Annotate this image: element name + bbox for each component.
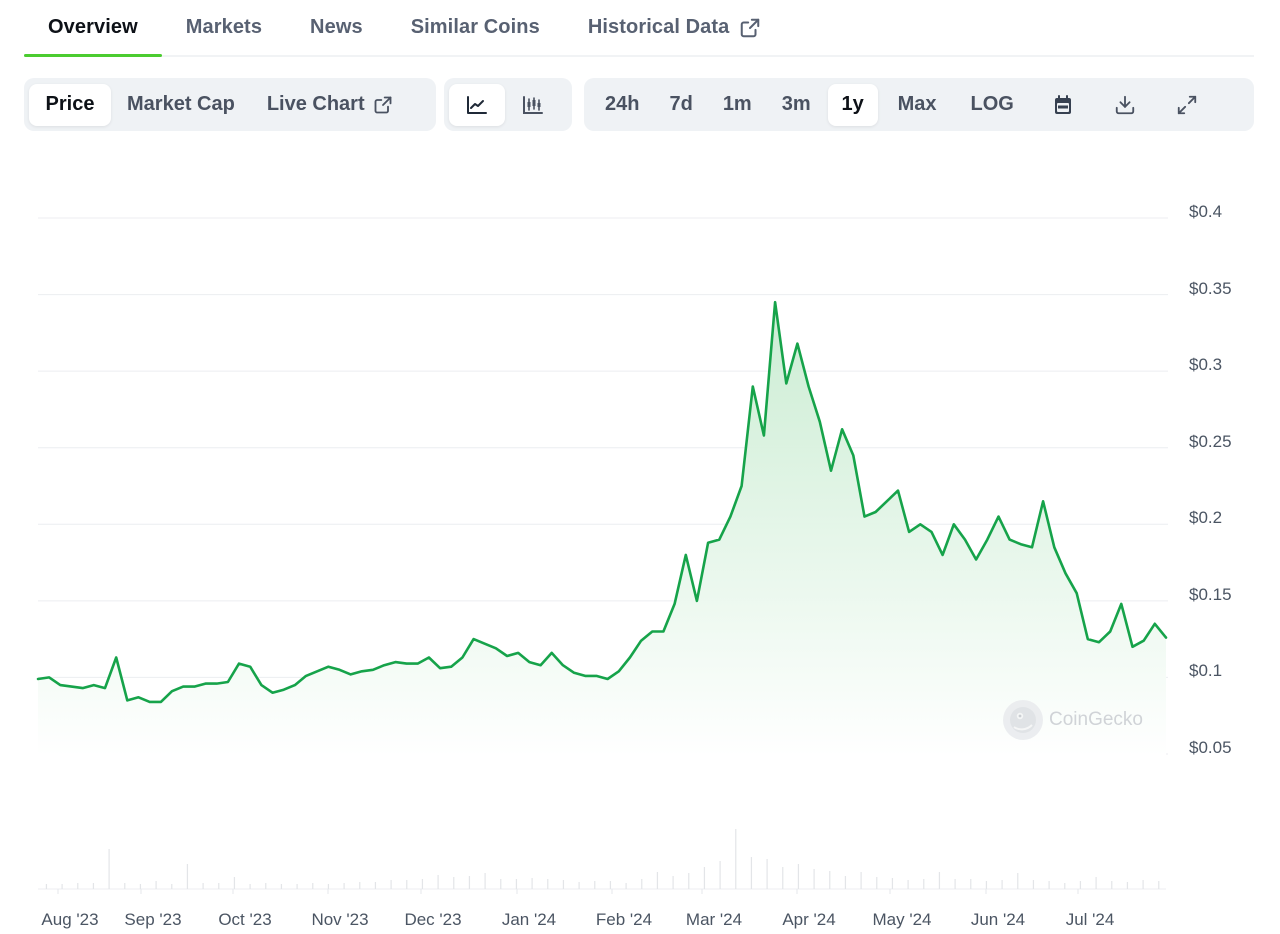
- price-line: [36, 300, 1168, 704]
- watermark-text: CoinGecko: [1049, 709, 1143, 730]
- candlestick-chart-icon: [523, 95, 543, 114]
- data-type-toggle: Price Market Cap Live Chart: [24, 78, 436, 131]
- candlestick-chart-button[interactable]: [505, 84, 561, 126]
- x-axis-label: Jul '24: [1065, 910, 1115, 929]
- x-axis-label: Apr '24: [782, 910, 836, 929]
- tab-label: Historical Data: [587, 16, 730, 38]
- range-3m-button[interactable]: 3m: [767, 84, 826, 126]
- chart-style-toggle: [444, 78, 572, 131]
- tab-overview[interactable]: Overview: [24, 16, 162, 57]
- x-axis-label: Aug '23: [41, 910, 99, 929]
- external-link-icon: [374, 96, 392, 113]
- tab-label: News: [310, 16, 363, 38]
- button-label: Price: [45, 93, 95, 115]
- range-1y-button[interactable]: 1y: [827, 83, 878, 126]
- range-7d-button[interactable]: 7d: [654, 84, 707, 126]
- price-area-fill: [38, 302, 1166, 756]
- calendar-icon: [1054, 94, 1071, 114]
- button-label: 24h: [605, 93, 640, 115]
- tab-news[interactable]: News: [286, 16, 387, 55]
- tab-label: Overview: [48, 16, 138, 38]
- button-label: Live Chart: [266, 93, 365, 115]
- tab-historical-data[interactable]: Historical Data: [564, 16, 786, 55]
- volume-bars: [45, 829, 1160, 889]
- tab-similar-coins[interactable]: Similar Coins: [387, 16, 564, 55]
- y-axis-label: $0.15: [1189, 584, 1232, 604]
- button-label: 7d: [669, 93, 693, 115]
- y-axis-label: $0.25: [1189, 431, 1232, 451]
- fullscreen-icon: [1177, 95, 1197, 114]
- line-chart-button[interactable]: [449, 83, 505, 126]
- x-axis-label: Mar '24: [685, 910, 743, 929]
- button-label: 3m: [781, 93, 811, 115]
- market-cap-button[interactable]: Market Cap: [111, 84, 251, 126]
- range-1m-button[interactable]: 1m: [708, 84, 767, 126]
- coingecko-logo-icon: [1003, 700, 1043, 740]
- x-axis-label: Feb '24: [595, 910, 653, 929]
- range-24h-button[interactable]: 24h: [590, 84, 654, 126]
- x-axis-label: Jan '24: [501, 910, 557, 929]
- y-axis-label: $0.35: [1189, 278, 1232, 298]
- button-label: 1y: [841, 93, 864, 115]
- external-link-icon: [741, 18, 760, 37]
- chart-canvas[interactable]: [0, 150, 1280, 934]
- x-axis-label: Nov '23: [311, 910, 369, 929]
- live-chart-button[interactable]: Live Chart: [251, 84, 409, 126]
- date-range-button[interactable]: [1032, 84, 1094, 126]
- button-label: Max: [897, 93, 937, 115]
- y-axis-label: $0.3: [1189, 355, 1223, 375]
- button-label: Market Cap: [127, 93, 235, 115]
- fullscreen-button[interactable]: [1156, 84, 1218, 126]
- x-axis-label: May '24: [872, 910, 932, 929]
- chart-gridlines: [38, 217, 1168, 894]
- time-range-toggle: 24h 7d 1m 3m 1y Max LOG: [584, 78, 1254, 131]
- x-axis-label: Jun '24: [970, 910, 1026, 929]
- range-max-button[interactable]: Max: [880, 84, 955, 126]
- y-axis-label: $0.2: [1189, 508, 1223, 528]
- coingecko-watermark: CoinGecko: [1003, 700, 1143, 740]
- y-axis-label: $0.4: [1189, 202, 1223, 221]
- tab-label: Similar Coins: [410, 16, 540, 38]
- x-axis-label: Oct '23: [218, 910, 272, 929]
- line-chart-icon: [467, 95, 487, 114]
- button-label: LOG: [970, 93, 1014, 115]
- y-axis-label: $0.05: [1189, 738, 1232, 757]
- price-chart[interactable]: $0.4 $0.35 $0.3 $0.25 $0.2 $0.15 $0.1 $0.05 Aug…: [0, 150, 1280, 934]
- button-label: 1m: [722, 93, 752, 115]
- tab-label: Markets: [185, 16, 263, 38]
- section-tabs: Overview Markets News Similar Coins Hist…: [24, 0, 1254, 57]
- log-scale-button[interactable]: LOG: [955, 84, 1032, 126]
- x-axis-label: Dec '23: [404, 910, 462, 929]
- x-axis-label: Sep '23: [124, 910, 182, 929]
- download-button[interactable]: [1094, 84, 1156, 126]
- price-button[interactable]: Price: [29, 83, 111, 126]
- tab-markets[interactable]: Markets: [162, 16, 286, 55]
- y-axis-label: $0.1: [1189, 661, 1223, 681]
- download-icon: [1115, 95, 1135, 114]
